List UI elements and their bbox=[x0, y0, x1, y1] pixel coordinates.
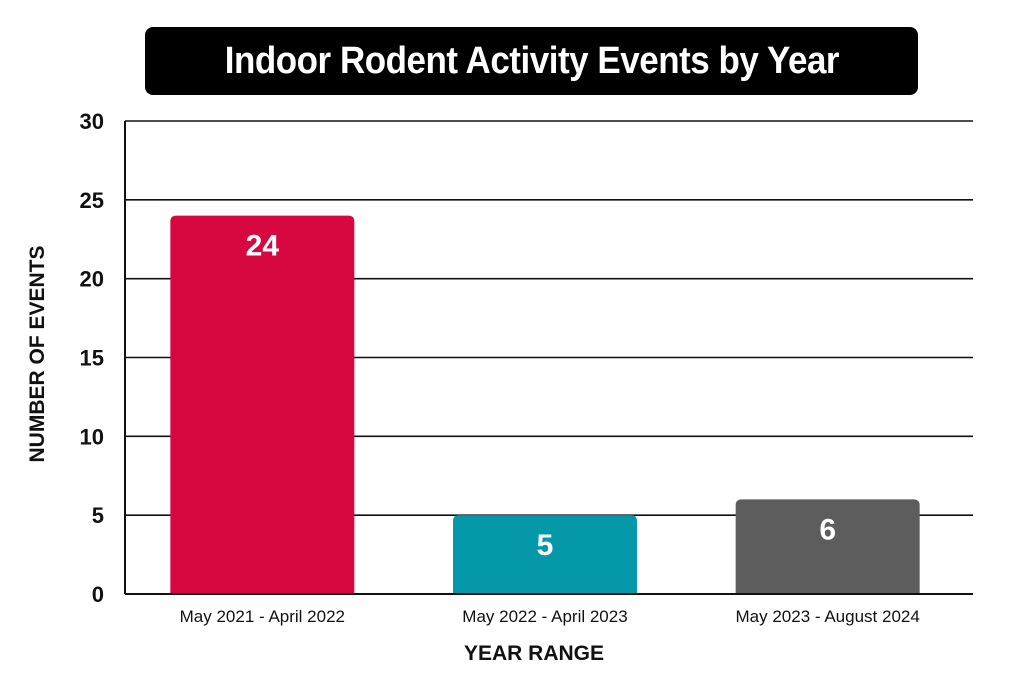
chart-title-box: Indoor Rodent Activity Events by Year bbox=[145, 27, 918, 95]
data-labels: 24 5 6 bbox=[246, 230, 836, 563]
y-tick-label: 20 bbox=[80, 267, 104, 292]
data-label: 5 bbox=[537, 529, 554, 562]
bar-2 bbox=[453, 515, 637, 594]
y-tick-label: 0 bbox=[92, 582, 104, 607]
data-label: 6 bbox=[819, 513, 836, 546]
bar-1 bbox=[170, 215, 355, 594]
y-axis-ticks: 0 5 10 15 20 25 30 bbox=[80, 109, 104, 607]
x-axis-labels: May 2021 - April 2022 May 2022 - April 20… bbox=[180, 607, 920, 626]
y-axis-title: NUMBER OF EVENTS bbox=[26, 245, 49, 462]
y-tick-label: 5 bbox=[92, 503, 104, 528]
x-axis-title: YEAR RANGE bbox=[464, 642, 604, 665]
bar-3 bbox=[735, 499, 920, 594]
x-tick-label: May 2023 - August 2024 bbox=[736, 607, 920, 626]
y-tick-label: 30 bbox=[80, 109, 104, 134]
x-tick-label: May 2021 - April 2022 bbox=[180, 607, 345, 626]
bars bbox=[170, 215, 920, 594]
x-tick-label: May 2022 - April 2023 bbox=[462, 607, 627, 626]
chart-title: Indoor Rodent Activity Events by Year bbox=[224, 39, 839, 82]
y-tick-label: 25 bbox=[80, 188, 104, 213]
data-label: 24 bbox=[246, 230, 280, 263]
y-tick-label: 10 bbox=[80, 424, 104, 449]
y-tick-label: 15 bbox=[80, 346, 104, 371]
